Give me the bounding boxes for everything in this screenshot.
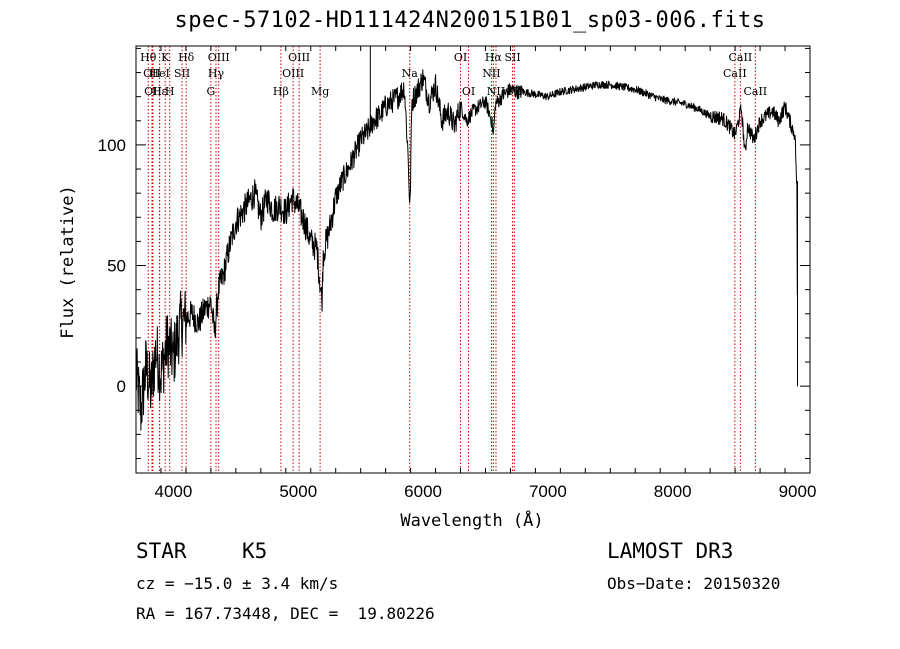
object-class: STAR	[136, 539, 187, 563]
x-tick-label: 7000	[529, 482, 567, 501]
spectrum-line	[135, 46, 798, 431]
coordinates: RA = 167.73448, DEC = 19.80226	[136, 604, 435, 623]
line-label: Mg	[311, 85, 329, 98]
line-label: SII	[174, 67, 190, 80]
line-label: NII	[487, 85, 505, 98]
line-label: OII	[143, 67, 161, 80]
plot-frame	[135, 45, 811, 474]
line-label: CaII	[743, 85, 767, 98]
x-tick-label: 5000	[279, 482, 317, 501]
line-label: Hθ	[140, 51, 157, 64]
y-tick-label: 0	[117, 377, 126, 396]
line-label: OIII	[208, 51, 230, 64]
line-label: OIII	[288, 51, 310, 64]
line-label: OII	[144, 85, 162, 98]
y-tick-label: 50	[107, 257, 126, 276]
observation-date: Obs−Date: 20150320	[607, 574, 781, 593]
x-tick-label: 4000	[155, 482, 193, 501]
survey-name: LAMOST DR3	[607, 539, 734, 563]
line-label: OI	[454, 51, 467, 64]
line-label: G	[206, 85, 215, 98]
spectral-line-markers	[147, 46, 756, 473]
object-subclass: K5	[242, 539, 268, 563]
line-label: CaII	[723, 67, 747, 80]
line-label: SII	[504, 51, 520, 64]
spectral-line-labels: HθOIIOIIHεHeIKHSIIHδGHγOIIIHβOIIIOIIIMgN…	[140, 51, 767, 98]
spectrum-series	[135, 46, 798, 431]
chart-title: spec-57102-HD111424N200151B01_sp03-006.f…	[174, 8, 766, 33]
line-label: Hδ	[178, 51, 195, 64]
line-label: H	[165, 85, 175, 98]
axes: 4000 5000 6000 7000 8000 9000 0 50 100	[98, 45, 817, 501]
line-label: NII	[482, 67, 500, 80]
y-tick-label: 100	[98, 136, 126, 155]
line-label: Na	[402, 67, 419, 80]
redshift-value: cz = −15.0 ± 3.4 km/s	[136, 574, 339, 593]
line-label: Hγ	[208, 67, 225, 80]
line-label: K	[161, 51, 170, 64]
line-label: OI	[462, 85, 475, 98]
line-label: Hβ	[273, 85, 289, 98]
line-label: CaII	[729, 51, 753, 64]
line-label: HeI	[149, 67, 169, 80]
x-tick-label: 8000	[654, 482, 692, 501]
y-axis-label: Flux (relative)	[58, 185, 78, 339]
line-label: Hα	[485, 51, 503, 64]
line-label: Hε	[152, 85, 168, 98]
line-label: OIII	[282, 67, 304, 80]
x-tick-label: 9000	[779, 482, 817, 501]
x-axis-label: Wavelength (Å)	[400, 511, 544, 531]
x-tick-label: 6000	[404, 482, 442, 501]
